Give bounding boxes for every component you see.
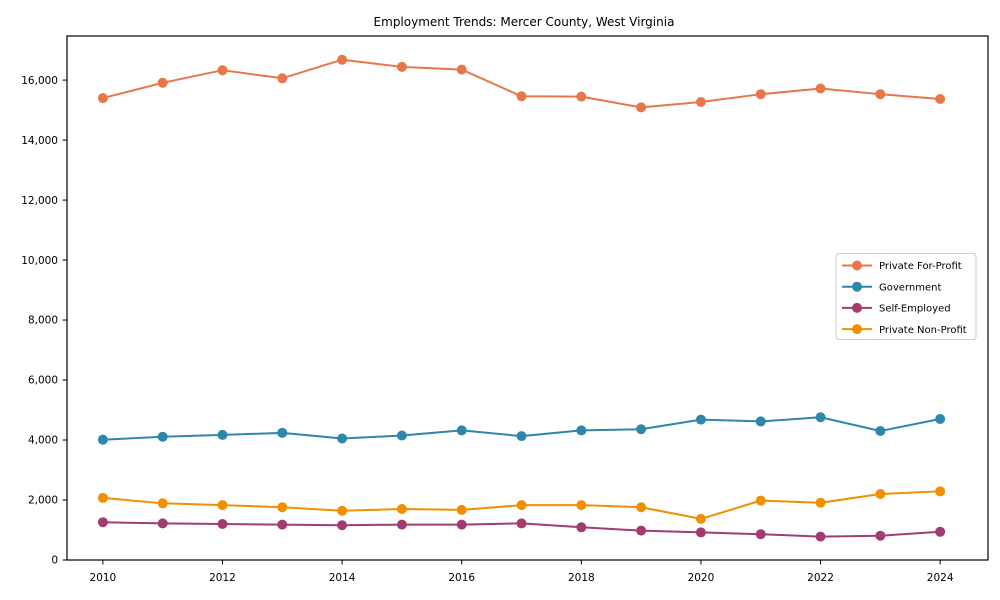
data-point-self-employed-2012	[217, 519, 228, 530]
data-point-private-non-profit-2021	[755, 495, 766, 506]
data-point-government-2018	[576, 425, 587, 436]
data-point-private-for-profit-2024	[935, 93, 946, 104]
chart-title: Employment Trends: Mercer County, West V…	[374, 15, 675, 29]
data-point-self-employed-2014	[337, 520, 348, 531]
data-point-self-employed-2018	[576, 522, 587, 533]
data-point-government-2013	[277, 427, 288, 438]
y-tick-label: 4,000	[28, 435, 58, 447]
data-point-private-for-profit-2013	[277, 73, 288, 84]
data-point-private-for-profit-2021	[755, 89, 766, 100]
data-point-self-employed-2016	[456, 519, 467, 530]
y-tick-label: 14,000	[21, 135, 58, 147]
data-point-private-non-profit-2024	[935, 486, 946, 497]
data-point-private-non-profit-2022	[815, 497, 826, 508]
data-point-private-for-profit-2014	[337, 54, 348, 65]
data-point-government-2012	[217, 429, 228, 440]
data-point-private-for-profit-2020	[695, 96, 706, 107]
data-point-private-for-profit-2010	[97, 93, 108, 104]
y-tick-label: 10,000	[21, 255, 58, 267]
data-point-government-2015	[396, 430, 407, 441]
data-point-government-2016	[456, 425, 467, 436]
plot-area-border	[66, 35, 989, 561]
y-tick-label: 0	[51, 555, 58, 567]
legend-marker-private-non-profit	[852, 324, 862, 335]
data-point-government-2022	[815, 412, 826, 423]
y-tick-label: 6,000	[28, 375, 58, 387]
legend-label-self-employed: Self-Employed	[879, 304, 951, 315]
x-tick-label: 2010	[90, 572, 117, 584]
data-point-government-2021	[755, 416, 766, 427]
data-point-private-for-profit-2017	[516, 91, 527, 102]
data-point-government-2017	[516, 431, 527, 442]
y-tick-label: 16,000	[21, 75, 58, 87]
y-tick-label: 12,000	[21, 195, 58, 207]
legend-label-government: Government	[879, 282, 941, 293]
x-tick-label: 2020	[688, 572, 715, 584]
data-point-self-employed-2023	[875, 530, 886, 541]
legend-marker-private-for-profit	[852, 260, 862, 271]
data-point-private-non-profit-2013	[277, 502, 288, 513]
data-point-self-employed-2013	[277, 519, 288, 530]
data-point-self-employed-2010	[97, 517, 108, 528]
x-tick-label: 2024	[927, 572, 954, 584]
data-point-self-employed-2019	[636, 525, 647, 536]
data-point-government-2020	[695, 414, 706, 425]
data-point-private-non-profit-2012	[217, 500, 228, 511]
data-point-government-2019	[636, 424, 647, 435]
data-point-private-for-profit-2022	[815, 83, 826, 94]
data-point-self-employed-2022	[815, 531, 826, 542]
x-tick-label: 2014	[329, 572, 356, 584]
legend-box	[835, 253, 977, 340]
legend-marker-self-employed	[852, 302, 862, 313]
data-point-government-2023	[875, 426, 886, 437]
data-point-private-non-profit-2015	[396, 504, 407, 515]
data-point-self-employed-2011	[157, 518, 168, 529]
data-point-self-employed-2024	[935, 526, 946, 537]
data-point-private-non-profit-2020	[695, 513, 706, 524]
data-point-self-employed-2021	[755, 529, 766, 540]
data-point-private-for-profit-2018	[576, 91, 587, 102]
data-point-self-employed-2020	[695, 527, 706, 538]
x-tick-label: 2016	[448, 572, 475, 584]
x-tick-label: 2018	[568, 572, 595, 584]
data-point-private-for-profit-2012	[217, 65, 228, 76]
y-tick-label: 2,000	[28, 495, 58, 507]
data-point-private-non-profit-2011	[157, 498, 168, 509]
data-point-private-non-profit-2016	[456, 504, 467, 515]
legend-label-private-non-profit: Private Non-Profit	[879, 325, 967, 336]
data-point-government-2014	[337, 433, 348, 444]
legend-marker-government	[852, 281, 862, 292]
legend-label-private-for-profit: Private For-Profit	[879, 261, 962, 272]
data-point-private-non-profit-2010	[97, 492, 108, 503]
data-point-private-non-profit-2017	[516, 500, 527, 511]
data-point-private-for-profit-2019	[636, 102, 647, 113]
data-point-private-non-profit-2014	[337, 505, 348, 516]
y-tick-label: 8,000	[28, 315, 58, 327]
data-point-private-non-profit-2018	[576, 500, 587, 511]
data-point-private-for-profit-2016	[456, 64, 467, 75]
data-point-government-2010	[97, 434, 108, 445]
data-point-private-for-profit-2011	[157, 77, 168, 88]
x-tick-label: 2022	[807, 572, 834, 584]
data-point-self-employed-2015	[396, 519, 407, 530]
data-point-private-for-profit-2023	[875, 89, 886, 100]
data-point-government-2011	[157, 431, 168, 442]
data-point-government-2024	[935, 414, 946, 425]
x-tick-label: 2012	[209, 572, 236, 584]
data-point-private-non-profit-2023	[875, 489, 886, 500]
data-point-private-non-profit-2019	[636, 502, 647, 513]
data-point-private-for-profit-2015	[396, 61, 407, 72]
data-point-self-employed-2017	[516, 518, 527, 529]
